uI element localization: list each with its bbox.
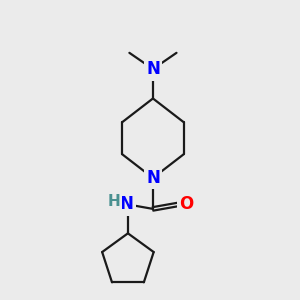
Text: O: O [179, 196, 193, 214]
Text: N: N [119, 196, 134, 214]
Text: H: H [107, 194, 120, 209]
Text: N: N [146, 60, 160, 78]
Text: N: N [146, 169, 160, 187]
